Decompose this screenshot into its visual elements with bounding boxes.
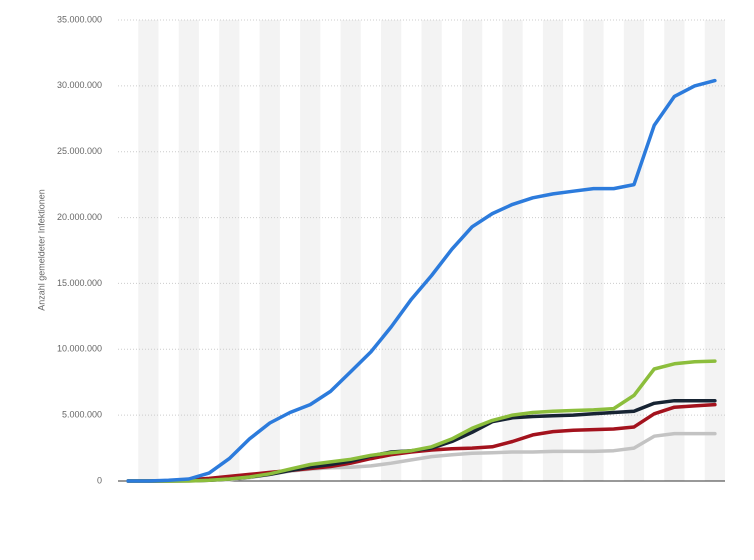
y-axis-title: Anzahl gemeldeter Infektionen (36, 189, 46, 311)
y-tick-label: 5.000.000 (62, 410, 102, 420)
stripe (623, 20, 645, 481)
stripe (178, 20, 199, 481)
stripe (421, 20, 442, 481)
stripe (542, 20, 564, 481)
y-tick-label: 10.000.000 (57, 344, 102, 354)
y-tick-label: 0 (97, 475, 102, 485)
stripe (340, 20, 361, 481)
y-tick-label: 15.000.000 (57, 278, 102, 288)
y-tick-label: 35.000.000 (57, 14, 102, 24)
stripe (259, 20, 280, 481)
y-tick-label: 20.000.000 (57, 212, 102, 222)
stripe (664, 20, 685, 481)
series-line (126, 359, 717, 483)
stripe (583, 20, 604, 481)
y-tick-label: 30.000.000 (57, 80, 102, 90)
stripe (138, 20, 159, 481)
y-tick-label: 25.000.000 (57, 146, 102, 156)
stripe (461, 20, 483, 481)
stripe (219, 20, 240, 481)
stripe (300, 20, 321, 481)
stripe (704, 20, 725, 481)
stripe (381, 20, 402, 481)
stripe (502, 20, 523, 481)
series-line (126, 78, 717, 483)
